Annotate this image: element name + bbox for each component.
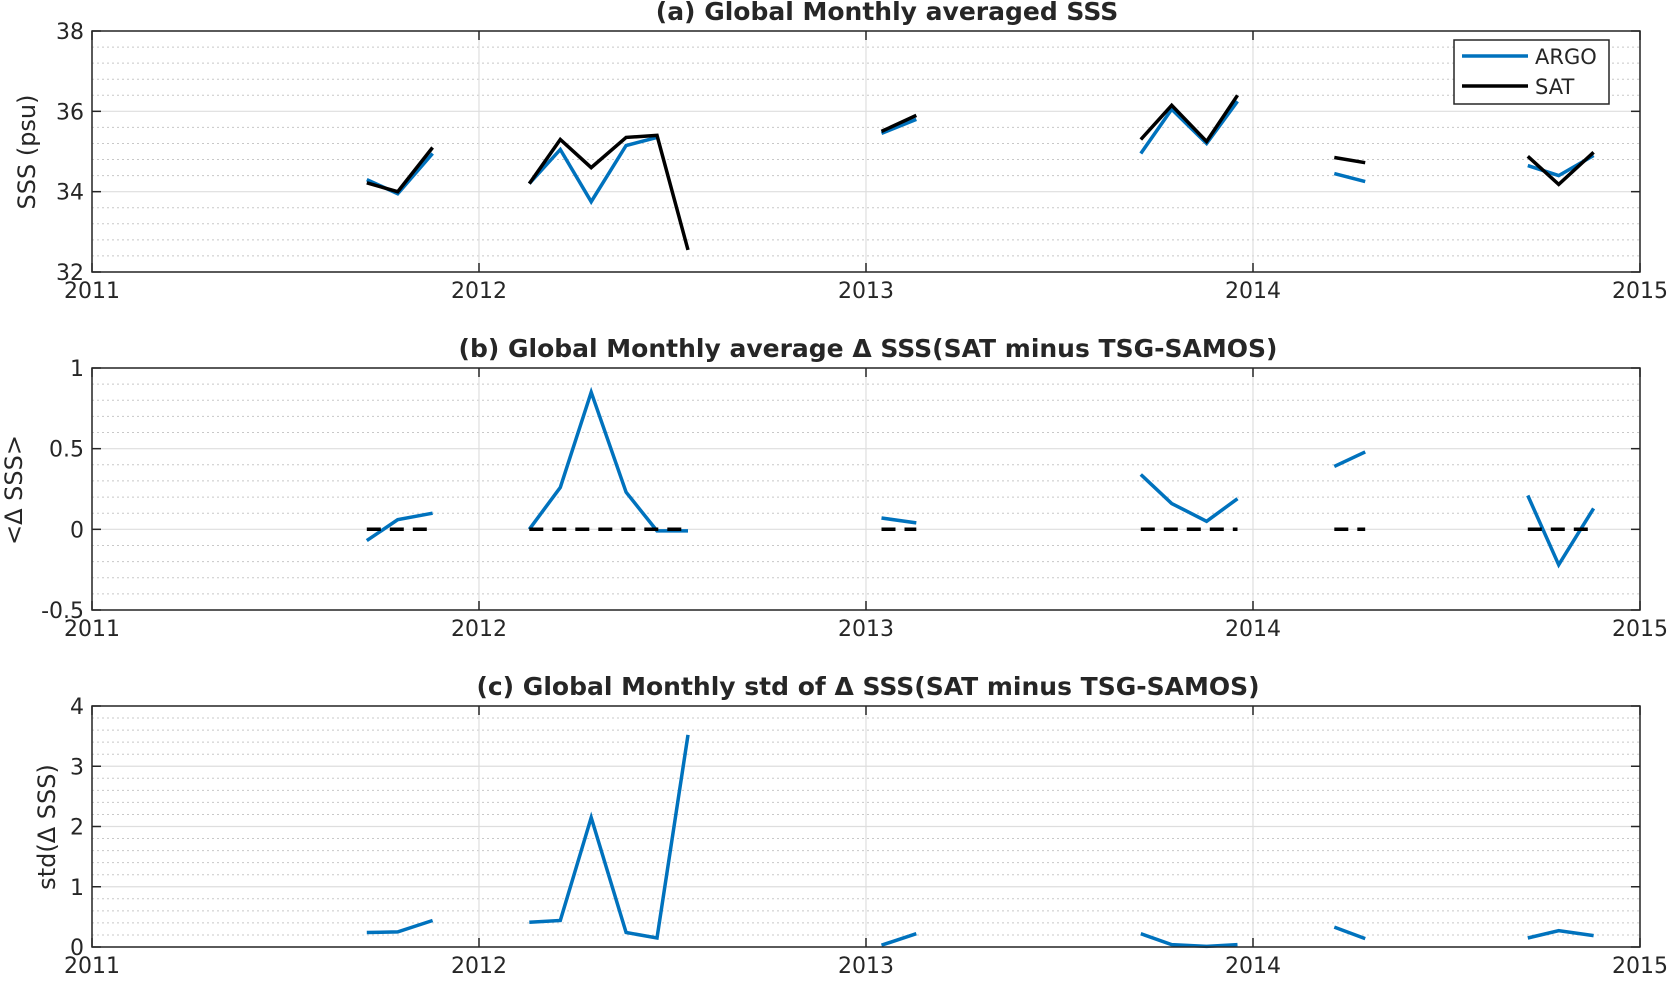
series-sat-line [1334, 155, 1366, 165]
series-delta-sss-line [527, 386, 688, 533]
x-tick-label: 2014 [1225, 617, 1281, 642]
series-sat-line [880, 113, 918, 133]
x-tick-label: 2013 [838, 954, 894, 979]
x-tick-label: 2011 [64, 617, 120, 642]
y-tick-label: 34 [56, 181, 84, 206]
x-tick-label: 2011 [64, 279, 120, 304]
series-argo-line [880, 117, 917, 136]
series-sat-line [366, 146, 434, 194]
series-sat-line [1526, 151, 1595, 187]
panel-b-ylabel: <Δ SSS> [0, 435, 28, 545]
x-tick-label: 2014 [1225, 279, 1281, 304]
x-tick-label: 2013 [838, 279, 894, 304]
panel-c-ylabel: std(Δ SSS) [33, 764, 61, 890]
panel-c: (c) Global Monthly std of Δ SSS(SAT minu… [33, 672, 1668, 979]
panel-a-legend: ARGO SAT [1453, 39, 1610, 105]
series-delta-sss-line [1526, 494, 1596, 569]
panel-c-title: (c) Global Monthly std of Δ SSS(SAT minu… [476, 672, 1259, 701]
y-tick-label: 3 [70, 755, 84, 780]
series-delta-sss-line [1333, 925, 1366, 941]
series-sat-line [527, 133, 690, 251]
y-tick-label: 32 [56, 261, 84, 286]
y-tick-label: 1 [70, 357, 84, 382]
x-tick-label: 2012 [451, 279, 507, 304]
series-argo-line [1139, 100, 1239, 155]
y-tick-label: 0 [70, 518, 84, 543]
y-tick-label: 36 [56, 100, 84, 125]
x-tick-label: 2013 [838, 617, 894, 642]
series-delta-sss-line [1333, 450, 1366, 468]
legend-argo-label: ARGO [1535, 45, 1597, 69]
panel-a-plot: 2011 2012 2013 2014 2015 32 34 36 38 [56, 20, 1668, 304]
y-tick-label: 38 [56, 20, 84, 45]
y-tick-label: -0.5 [41, 599, 84, 624]
panel-b-title: (b) Global Monthly average Δ SSS(SAT min… [459, 334, 1278, 363]
panel-c-plot: 2011 2012 2013 2014 2015 0 1 2 3 4 [64, 695, 1668, 979]
x-tick-label: 2012 [451, 617, 507, 642]
x-tick-label: 2014 [1225, 954, 1281, 979]
panel-a: (a) Global Monthly averaged SSS SSS (psu… [13, 0, 1668, 304]
series-delta-sss-line [1140, 932, 1238, 949]
series-delta-sss-line [365, 511, 433, 543]
x-tick-label: 2011 [64, 954, 120, 979]
series-delta-sss-line [1139, 473, 1239, 524]
series-delta-sss-line [1527, 928, 1594, 940]
x-tick-label: 2012 [451, 954, 507, 979]
panel-a-ylabel: SSS (psu) [13, 94, 41, 209]
x-tick-label: 2015 [1612, 279, 1668, 304]
series-delta-sss-line [880, 932, 917, 947]
legend-box [1453, 39, 1610, 105]
panel-a-title: (a) Global Monthly averaged SSS [656, 0, 1118, 26]
y-tick-label: 2 [70, 816, 84, 841]
panel-b: (b) Global Monthly average Δ SSS(SAT min… [0, 334, 1668, 642]
series-sat-line [1139, 94, 1239, 145]
series-argo-line [528, 135, 658, 206]
panel-b-plot: 2011 2012 2013 2014 2015 -0.5 0 0.5 1 [41, 357, 1668, 642]
series-argo-line [1333, 171, 1366, 184]
series-delta-sss-line [366, 918, 434, 935]
y-tick-label: 1 [70, 876, 84, 901]
y-tick-label: 4 [70, 695, 84, 720]
legend-sat-label: SAT [1535, 75, 1574, 99]
series-delta-sss-line [881, 516, 917, 525]
x-tick-label: 2015 [1612, 954, 1668, 979]
series-delta-sss-line [529, 734, 690, 941]
y-tick-label: 0.5 [49, 438, 84, 463]
y-tick-label: 0 [70, 936, 84, 961]
x-tick-label: 2015 [1612, 617, 1668, 642]
